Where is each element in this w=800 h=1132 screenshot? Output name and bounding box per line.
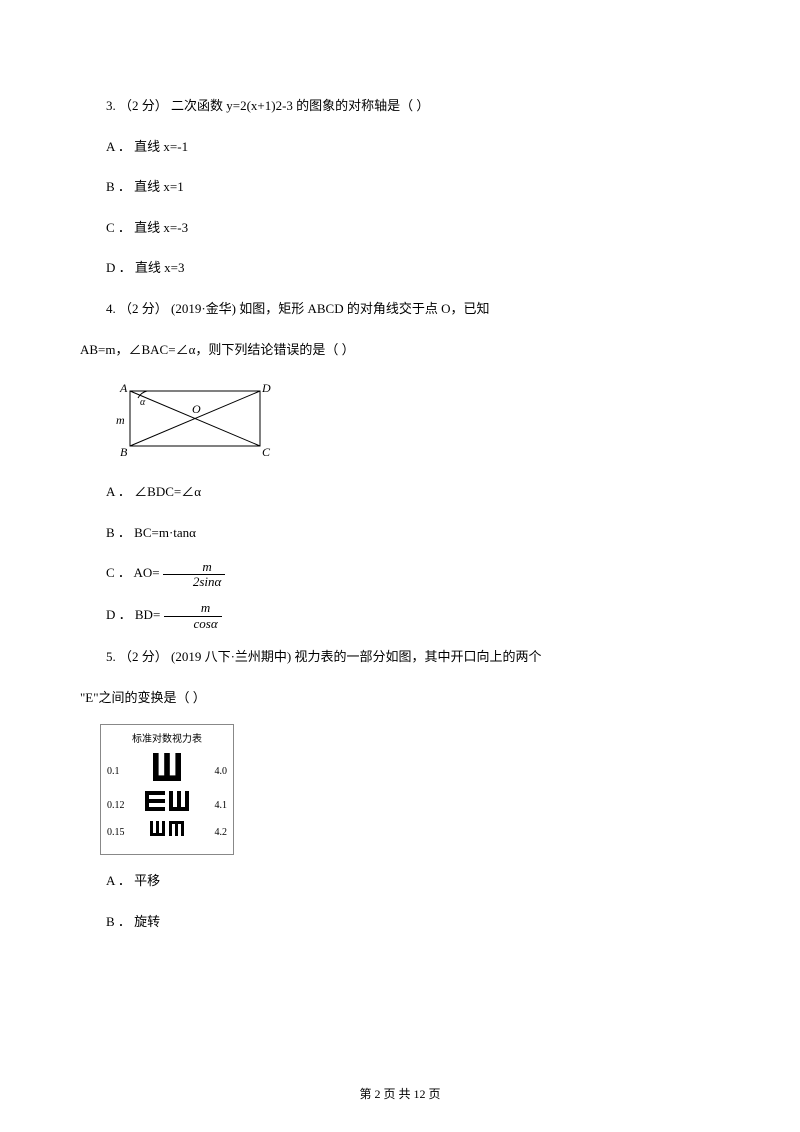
- eye-row-left: 0.15: [107, 822, 131, 844]
- q4-option-d: D ． BD= m cosα: [80, 601, 720, 631]
- q4-option-a: A ． ∠BDC=∠α: [80, 478, 720, 507]
- q5-option-a: A ． 平移: [80, 867, 720, 896]
- q4-d-num: m: [164, 601, 222, 616]
- eye-chart: 标准对数视力表 0.1 4.0 0.12 4.1 0.15 4.2: [100, 724, 234, 855]
- q4-d-den: cosα: [164, 617, 222, 631]
- label-b: B: [120, 445, 128, 459]
- e-glyph-icon: [145, 791, 165, 820]
- q3-stem: 3. （2 分） 二次函数 y=2(x+1)2-3 的图象的对称轴是（ ）: [80, 92, 720, 121]
- eye-chart-row: 0.15 4.2: [107, 821, 227, 845]
- eye-row-symbols: [131, 753, 203, 790]
- eye-row-right: 4.2: [203, 822, 227, 844]
- q5-stem-line2: "E"之间的变换是（ ）: [80, 684, 720, 713]
- q4-figure: A D B C O m α: [100, 376, 280, 466]
- q3-option-b: B ． 直线 x=1: [80, 173, 720, 202]
- q5-stem-line1: 5. （2 分） (2019 八下·兰州期中) 视力表的一部分如图，其中开口向上…: [80, 643, 720, 672]
- q4-c-den: 2sinα: [163, 575, 226, 589]
- q4-stem-line2: AB=m，∠BAC=∠α，则下列结论错误的是（ ）: [80, 336, 720, 365]
- q4-c-fraction: m 2sinα: [163, 560, 226, 590]
- q4-c-prefix: C ． AO=: [106, 565, 163, 580]
- e-glyph-icon: [150, 821, 165, 845]
- label-a: A: [119, 381, 128, 395]
- e-glyph-icon: [169, 821, 184, 845]
- eye-row-symbols: [131, 791, 203, 820]
- q4-c-num: m: [163, 560, 226, 575]
- eye-row-right: 4.0: [203, 761, 227, 783]
- label-o: O: [192, 402, 201, 416]
- q3-option-d: D ． 直线 x=3: [80, 254, 720, 283]
- q4-d-prefix: D ． BD=: [106, 607, 164, 622]
- page-content: 3. （2 分） 二次函数 y=2(x+1)2-3 的图象的对称轴是（ ） A …: [0, 0, 800, 988]
- q5-option-b: B ． 旋转: [80, 908, 720, 937]
- eye-row-symbols: [131, 821, 203, 845]
- eye-chart-title: 标准对数视力表: [107, 729, 227, 751]
- q4-d-fraction: m cosα: [164, 601, 222, 631]
- eye-row-right: 4.1: [203, 795, 227, 817]
- eye-row-left: 0.12: [107, 795, 131, 817]
- q4-stem-line1: 4. （2 分） (2019·金华) 如图，矩形 ABCD 的对角线交于点 O，…: [80, 295, 720, 324]
- q4-option-c: C ． AO= m 2sinα: [80, 559, 720, 589]
- e-glyph-icon: [169, 791, 189, 820]
- label-c: C: [262, 445, 271, 459]
- eye-chart-row: 0.1 4.0: [107, 753, 227, 790]
- label-d: D: [261, 381, 271, 395]
- label-m: m: [116, 413, 125, 427]
- eye-row-left: 0.1: [107, 761, 131, 783]
- q3-option-a: A ． 直线 x=-1: [80, 133, 720, 162]
- q4-option-b: B ． BC=m·tanα: [80, 519, 720, 548]
- e-glyph-icon: [153, 753, 181, 790]
- q3-option-c: C ． 直线 x=-3: [80, 214, 720, 243]
- eye-chart-row: 0.12 4.1: [107, 791, 227, 820]
- label-alpha: α: [140, 397, 146, 408]
- page-footer: 第 2 页 共 12 页: [0, 1085, 800, 1102]
